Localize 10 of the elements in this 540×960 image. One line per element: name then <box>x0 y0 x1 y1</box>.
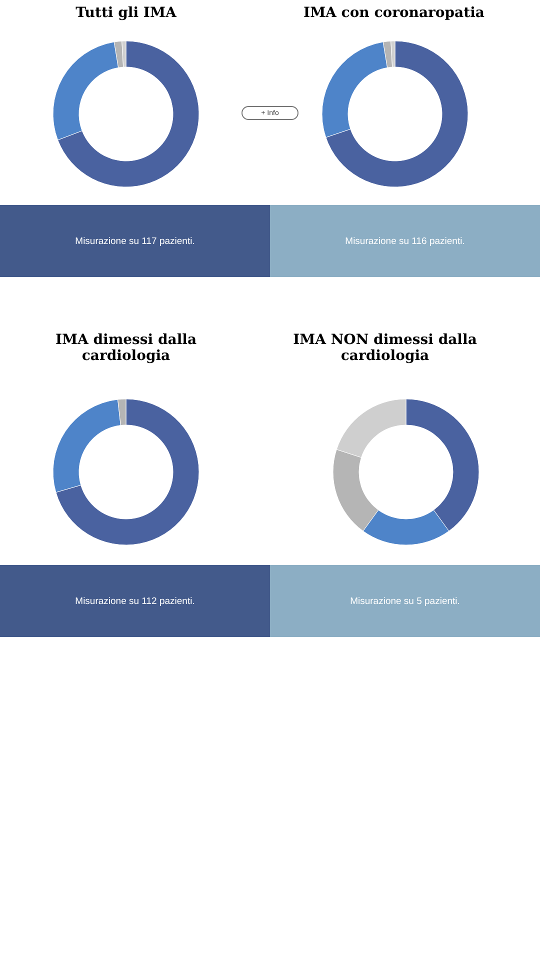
text: Misurazione su 112 pazienti. <box>75 596 195 607</box>
chart-title: IMA NON dimessi dalla cardiologia <box>293 332 477 364</box>
donut-slice <box>56 398 200 546</box>
text: Misurazione su 5 pazienti. <box>350 596 460 607</box>
donut-slice <box>326 40 468 188</box>
text: Misurazione su 116 pazienti. <box>345 236 465 247</box>
text: Misurazione su 117 pazienti. <box>75 236 195 247</box>
chart-title: IMA dimessi dalla cardiologia <box>55 332 197 364</box>
chart-title: Tutti gli IMA <box>76 5 178 21</box>
chart-title: IMA con coronaropatia <box>304 5 484 21</box>
